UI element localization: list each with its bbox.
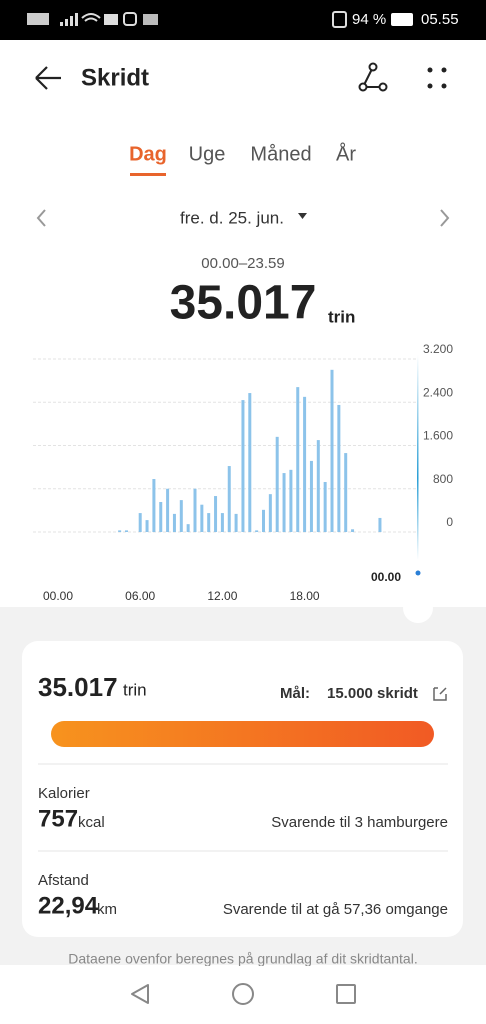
goal-label: Mål:	[280, 685, 310, 702]
bar	[145, 520, 149, 532]
tab-year[interactable]: År	[336, 142, 356, 165]
bar	[282, 473, 286, 532]
bar	[316, 440, 320, 532]
bar	[309, 460, 313, 532]
navigation-bar	[0, 966, 486, 1024]
menu-button[interactable]	[427, 67, 447, 89]
bar	[220, 513, 224, 532]
y-tick-label: 3.200	[423, 342, 453, 356]
wifi-icon	[81, 13, 101, 22]
bar	[125, 530, 128, 532]
edit-goal[interactable]	[433, 687, 447, 701]
bar	[323, 481, 327, 532]
bar	[227, 466, 231, 532]
volte-icon	[27, 13, 49, 25]
distance-label: Afstand	[38, 872, 89, 889]
summary-steps-unit: trin	[123, 680, 147, 699]
distance-unit: km	[97, 901, 117, 918]
bar	[344, 453, 348, 532]
x-tick-label: 18.00	[290, 589, 320, 603]
share-button[interactable]	[358, 62, 388, 92]
bar	[186, 524, 190, 532]
bar	[330, 369, 334, 532]
previous-day[interactable]	[36, 209, 46, 227]
y-tick-label: 800	[433, 472, 453, 486]
x-end-label: 00.00	[371, 570, 401, 584]
distance-value: 22,94	[38, 892, 99, 919]
goal-progress	[51, 721, 434, 747]
summary-card	[22, 641, 463, 937]
cursor-line	[417, 355, 419, 560]
mail-icon	[104, 14, 118, 25]
step-chart: 0 800 1.600 2.400 3.200 00.00 06.00 12.00 18.00 0…	[33, 342, 453, 603]
bar	[378, 517, 382, 532]
nav-back[interactable]	[131, 984, 149, 1004]
instagram-icon	[123, 12, 137, 26]
bar	[234, 513, 238, 532]
bar	[118, 530, 122, 532]
bar	[138, 513, 142, 532]
footnote: Dataene ovenfor beregnes på grundlag af …	[68, 951, 417, 967]
nfc-icon	[332, 11, 347, 28]
x-tick-label: 00.00	[43, 589, 73, 603]
battery-percent: 94 %	[352, 11, 386, 28]
summary-steps: 35.017	[38, 672, 118, 702]
cursor-dot	[415, 570, 421, 576]
total-unit: trin	[328, 307, 355, 326]
total-steps: 35.017	[170, 277, 317, 330]
bar	[200, 504, 204, 532]
distance-note: Svarende til at gå 57,36 omgange	[223, 901, 448, 918]
cursor-handle[interactable]	[403, 593, 433, 623]
battery-icon	[391, 13, 413, 26]
bar	[207, 513, 211, 532]
bar	[152, 479, 156, 532]
nav-home[interactable]	[232, 983, 254, 1005]
calories-value: 757	[38, 805, 78, 832]
date-dropdown[interactable]	[298, 213, 307, 219]
calories-unit: kcal	[78, 814, 105, 831]
bar	[214, 496, 218, 532]
tab-month[interactable]: Måned	[250, 143, 311, 165]
calories-label: Kalorier	[38, 785, 90, 802]
next-day[interactable]	[440, 209, 450, 227]
date-label[interactable]: fre. d. 25. jun.	[180, 208, 284, 227]
bar	[172, 513, 176, 532]
y-tick-label: 1.600	[423, 429, 453, 443]
bar	[248, 393, 252, 532]
bar	[337, 404, 341, 532]
signal-icon	[60, 13, 78, 26]
y-tick-label: 0	[446, 515, 453, 529]
time-range: 00.00–23.59	[201, 255, 284, 272]
y-tick-label: 2.400	[423, 385, 453, 399]
bar	[179, 500, 183, 532]
clock: 05.55	[421, 11, 459, 28]
bar	[303, 396, 307, 532]
bar	[262, 509, 265, 532]
bar	[296, 387, 300, 532]
bar	[166, 488, 170, 532]
tab-indicator	[130, 173, 166, 176]
bar	[193, 488, 197, 532]
tab-week[interactable]: Uge	[189, 143, 226, 165]
bar	[255, 530, 259, 532]
x-tick-label: 12.00	[207, 589, 237, 603]
bar	[159, 501, 163, 532]
bar	[241, 400, 245, 532]
x-tick-label: 06.00	[125, 589, 155, 603]
app-icon	[143, 14, 158, 25]
bar	[289, 469, 293, 532]
calories-note: Svarende til 3 hamburgere	[271, 814, 448, 831]
bar	[275, 436, 279, 532]
bar	[351, 529, 355, 532]
back-button[interactable]	[35, 66, 61, 90]
nav-recent[interactable]	[336, 984, 356, 1004]
bar	[268, 494, 272, 532]
goal-value: 15.000 skridt	[327, 685, 418, 702]
tab-day[interactable]: Dag	[129, 143, 167, 165]
page-title: Skridt	[81, 64, 149, 91]
